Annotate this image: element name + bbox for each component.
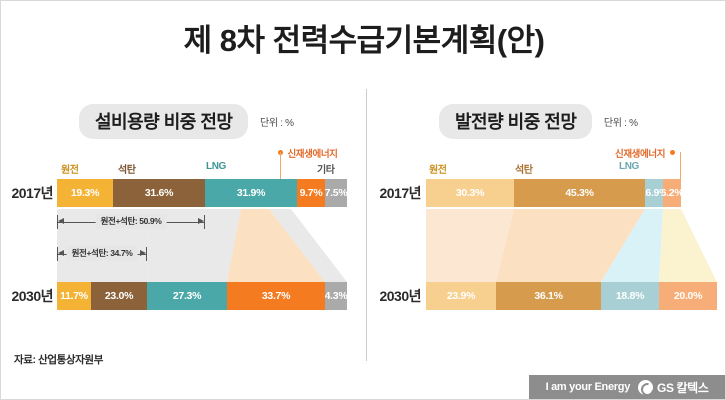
bracket-2017-label: 원전+석탄: 50.9% [95,214,167,229]
brand-slogan: I am your Energy [545,381,631,393]
panel-generation: 발전량 비중 전망 단위 : % 신재생에너지 원전 석탄 LNG 2017년 … [367,96,725,361]
seg-etc-2017-left: 7.5% [325,179,347,207]
year-label-2017-left: 2017년 [11,185,53,201]
seg-lng-2030-right: 18.8% [601,282,659,310]
panel-capacity: 설비용량 비중 전망 단위 : % 신재생에너지 원전 석탄 LNG 기타 20… [1,96,366,361]
callout-dot-icon [669,150,675,156]
callout-renewable-left-label: 신재생에너지 [287,149,338,160]
cat-label-coal-right: 석탄 [515,165,533,176]
seg-lng-2017-left: 31.9% [205,179,297,207]
cat-label-nuclear-right: 원전 [429,165,447,176]
brand-footer: I am your Energy GS 칼텍스 [529,375,725,399]
flow-ribbons-right [367,209,725,282]
seg-coal-2017-right: 45.3% [514,179,645,207]
page-title: 제 8차 전력수급기본계획(안) [183,23,545,58]
seg-renewable-2030-right: 20.0% [659,282,717,310]
seg-coal-2030-left: 23.0% [91,282,147,310]
panel-generation-title: 발전량 비중 전망 [439,104,593,139]
cat-label-lng-right: LNG [619,161,639,172]
panel-divider [366,89,367,361]
bar-2017-capacity: 19.3% 31.6% 31.9% 9.7% 7.5% [57,179,347,207]
callout-renewable-left: 신재생에너지 [278,144,338,162]
bar-2017-generation: 30.3% 45.3% 16.9% 6.2% [426,179,681,207]
seg-nuclear-2030-left: 11.7% [57,282,91,310]
gs-swirl-icon [638,379,654,395]
seg-renewable-2017-left: 9.7% [297,179,325,207]
source-note: 자료: 산업통상자원부 [14,354,103,366]
bracket-2017-nuclear-coal: 원전+석탄: 50.9% [57,214,205,229]
bracket-2030-nuclear-coal: 원전+석탄: 34.7% [57,246,147,261]
bar-2030-capacity: 11.7% 23.0% 27.3% 33.7% 4.3% [57,282,347,310]
cat-label-lng-left: LNG [206,161,226,172]
callout-renewable-right-label: 신재생에너지 [615,149,666,160]
bracket-2030-label: 원전+석탄: 34.7% [66,246,138,261]
panel-generation-header: 발전량 비중 전망 단위 : % [439,104,638,139]
seg-coal-2017-left: 31.6% [113,179,205,207]
seg-nuclear-2017-right: 30.3% [426,179,514,207]
panel-generation-unit: 단위 : % [603,118,638,129]
cat-label-etc-left: 기타 [317,165,335,176]
brand-name: GS 칼텍스 [657,380,709,395]
callout-leader-line-right [680,152,681,182]
seg-nuclear-2030-right: 23.9% [426,282,496,310]
seg-nuclear-2017-left: 19.3% [57,179,113,207]
brand-logo: GS 칼텍스 [638,379,709,396]
year-label-2030-left: 2030년 [11,288,53,304]
seg-renewable-2017-right: 6.2% [663,179,681,207]
panel-capacity-unit: 단위 : % [259,118,294,129]
callout-leader-line-left [280,152,281,182]
cat-label-nuclear-left: 원전 [61,165,79,176]
year-label-2030-right: 2030년 [379,288,421,304]
seg-lng-2017-right: 16.9% [645,179,663,207]
seg-coal-2030-right: 36.1% [496,282,601,310]
panel-capacity-header: 설비용량 비중 전망 단위 : % [79,104,294,139]
panel-capacity-title: 설비용량 비중 전망 [79,104,249,139]
year-label-2017-right: 2017년 [379,185,421,201]
seg-renewable-2030-left: 33.7% [227,282,325,310]
bar-2030-generation: 23.9% 36.1% 18.8% 20.0% [426,282,717,310]
callout-renewable-right: 신재생에너지 [615,144,675,162]
seg-lng-2030-left: 27.3% [147,282,227,310]
cat-label-coal-left: 석탄 [118,165,136,176]
seg-etc-2030-left: 4.3% [325,282,347,310]
